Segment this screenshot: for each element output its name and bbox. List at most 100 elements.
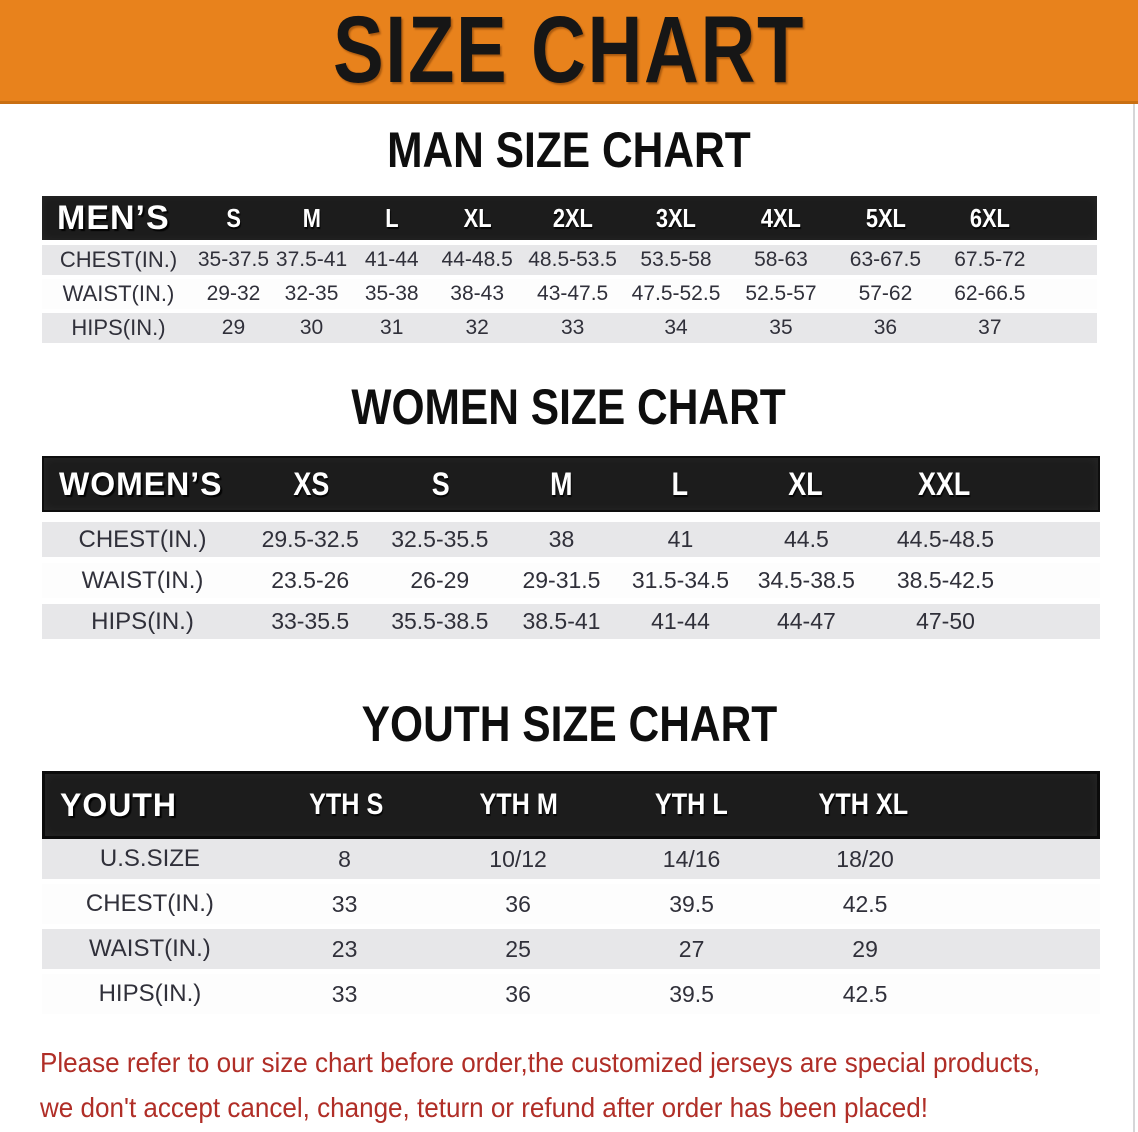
men-size-header-s: S (226, 202, 241, 233)
women-hips-in-value-s: 35.5-38.5 (391, 608, 489, 634)
men-waist-in-value-5xl: 57-62 (858, 282, 913, 305)
men-hips-in-value-s: 29 (221, 316, 246, 339)
men-row-label-waist-in: WAIST(IN.) (62, 281, 175, 306)
men-chest-in-value-l: 41-44 (364, 248, 419, 271)
women-row-chest-in: CHEST(IN.) 29.5-32.5 32.5-35.5 38 41 44.5 44.5… (42, 522, 1100, 557)
youth-row-spacer (952, 974, 1100, 1014)
women-row-label-chest-in: CHEST(IN.) (78, 525, 207, 553)
women-hips-in-value-m: 38.5-41 (522, 608, 601, 634)
men-chest-in-value-2xl: 48.5-53.5 (528, 248, 617, 271)
men-row-spacer (1042, 279, 1097, 309)
men-size-header-6xl: 6XL (969, 202, 1010, 233)
women-row-spacer (1019, 563, 1100, 598)
men-header-spacer (1042, 196, 1097, 240)
men-table-title: MEN’S (57, 198, 170, 237)
men-chest-in-value-m: 37.5-41 (275, 248, 348, 271)
women-size-chart-heading: WOMEN SIZE CHART (0, 381, 1138, 433)
youth-size-header-yth-s: YTH S (308, 788, 383, 821)
men-size-table: MEN’S S M L XL 2XL 3XL 4XL 5XL 6XL CHEST(IN.) 35-37… (42, 196, 1097, 343)
men-chest-in-value-6xl: 67.5-72 (954, 248, 1026, 271)
women-waist-in-value-l: 31.5-34.5 (631, 567, 730, 593)
youth-row-label-waist-in: WAIST(IN.) (89, 935, 211, 962)
men-table-header: MEN’S S M L XL 2XL 3XL 4XL 5XL 6XL (42, 196, 1097, 240)
men-hips-in-value-4xl: 35 (769, 316, 793, 339)
men-chest-in-value-xl: 44-48.5 (441, 248, 513, 271)
women-row-spacer (1019, 604, 1100, 639)
youth-hips-in-value-yth-xl: 42.5 (842, 980, 888, 1007)
size-chart-banner: SIZE CHART (0, 0, 1138, 104)
youth-table-header: YOUTH YTH S YTH M YTH L YTH XL (42, 771, 1100, 839)
women-row-label-waist-in: WAIST(IN.) (81, 566, 204, 594)
men-row-hips-in: HIPS(IN.) 29 30 31 32 33 34 35 36 37 (42, 313, 1097, 343)
youth-table-title: YOUTH (60, 786, 177, 823)
youth-waist-in-value-yth-s: 23 (331, 935, 358, 962)
youth-row-spacer (952, 839, 1100, 879)
men-size-header-m: M (302, 202, 321, 233)
youth-hips-in-value-yth-s: 33 (331, 980, 358, 1007)
youth-row-label-u-s-size: U.S.SIZE (99, 845, 200, 872)
banner-title: SIZE CHART (333, 0, 805, 103)
men-hips-in-value-6xl: 37 (978, 316, 1002, 339)
youth-u-s-size-value-yth-l: 14/16 (662, 845, 721, 872)
youth-u-s-size-value-yth-m: 10/12 (489, 845, 547, 872)
women-chest-in-value-xxl: 44.5-48.5 (896, 526, 995, 552)
youth-waist-in-value-yth-m: 25 (505, 935, 531, 962)
youth-u-s-size-value-yth-s: 8 (338, 845, 351, 872)
men-row-chest-in: CHEST(IN.) 35-37.5 37.5-41 41-44 44-48.5 48.5… (42, 245, 1097, 275)
men-waist-in-value-m: 32-35 (284, 282, 339, 305)
disclaimer-line1: Please refer to our size chart before or… (40, 1047, 1041, 1078)
youth-size-chart-heading-text: YOUTH SIZE CHART (361, 696, 777, 752)
youth-row-u-s-size: U.S.SIZE 8 10/12 14/16 18/20 (42, 839, 1100, 879)
men-hips-in-value-l: 31 (380, 316, 404, 339)
youth-waist-in-value-yth-xl: 29 (852, 935, 878, 962)
youth-u-s-size-value-yth-xl: 18/20 (836, 845, 894, 872)
women-size-header-m: M (550, 465, 573, 502)
men-size-header-5xl: 5XL (865, 202, 906, 233)
women-waist-in-value-m: 29-31.5 (522, 567, 601, 593)
men-row-waist-in: WAIST(IN.) 29-32 32-35 35-38 38-43 43-47.5 47.… (42, 279, 1097, 309)
men-row-label-chest-in: CHEST(IN.) (59, 247, 178, 272)
women-waist-in-value-s: 26-29 (410, 567, 470, 593)
men-chest-in-value-5xl: 63-67.5 (849, 248, 922, 271)
youth-row-chest-in: CHEST(IN.) 33 36 39.5 42.5 (42, 884, 1100, 924)
women-row-waist-in: WAIST(IN.) 23.5-26 26-29 29-31.5 31.5-34.5 34… (42, 563, 1100, 598)
men-hips-in-value-xl: 32 (465, 316, 489, 339)
women-chest-in-value-s: 32.5-35.5 (391, 526, 489, 552)
youth-row-spacer (952, 884, 1100, 924)
women-hips-in-value-xxl: 47-50 (916, 608, 975, 634)
women-table-title: WOMEN’S (59, 465, 223, 502)
youth-row-hips-in: HIPS(IN.) 33 36 39.5 42.5 (42, 974, 1100, 1014)
men-hips-in-value-3xl: 34 (664, 316, 688, 339)
men-size-header-l: L (385, 202, 399, 233)
men-size-header-xl: XL (463, 202, 492, 233)
women-chest-in-value-xl: 44.5 (783, 526, 829, 552)
women-size-header-xl: XL (788, 465, 823, 502)
women-hips-in-value-xs: 33-35.5 (271, 608, 350, 634)
women-header-spacer (1017, 458, 1098, 510)
youth-hips-in-value-yth-m: 36 (505, 980, 531, 1007)
man-size-chart-heading-text: MAN SIZE CHART (387, 122, 751, 178)
youth-hips-in-value-yth-l: 39.5 (669, 980, 714, 1007)
disclaimer-line2: we don't accept cancel, change, teturn o… (40, 1092, 929, 1123)
women-table-header: WOMEN’S XS S M L XL XXL (42, 456, 1100, 512)
youth-size-header-yth-m: YTH M (479, 788, 558, 821)
men-hips-in-value-m: 30 (299, 316, 324, 339)
women-row-label-hips-in: HIPS(IN.) (91, 607, 194, 635)
women-chest-in-value-m: 38 (548, 526, 575, 552)
women-hips-in-value-xl: 44-47 (776, 608, 836, 634)
men-chest-in-value-s: 35-37.5 (197, 248, 270, 271)
disclaimer: Please refer to our size chart before or… (40, 1040, 1138, 1130)
man-size-chart-heading: MAN SIZE CHART (0, 124, 1138, 176)
youth-row-label-hips-in: HIPS(IN.) (98, 980, 202, 1007)
youth-row-waist-in: WAIST(IN.) 23 25 27 29 (42, 929, 1100, 969)
men-chest-in-value-3xl: 53.5-58 (640, 248, 712, 271)
women-chest-in-value-xs: 29.5-32.5 (261, 526, 359, 552)
men-chest-in-value-4xl: 58-63 (754, 248, 808, 271)
men-waist-in-value-2xl: 43-47.5 (537, 282, 609, 305)
youth-size-header-yth-l: YTH L (654, 788, 728, 821)
men-row-spacer (1042, 313, 1097, 343)
youth-size-chart-heading: YOUTH SIZE CHART (0, 698, 1138, 750)
right-edge-line (1133, 104, 1135, 1132)
men-waist-in-value-xl: 38-43 (450, 282, 505, 305)
women-size-chart-heading-text: WOMEN SIZE CHART (351, 379, 787, 435)
